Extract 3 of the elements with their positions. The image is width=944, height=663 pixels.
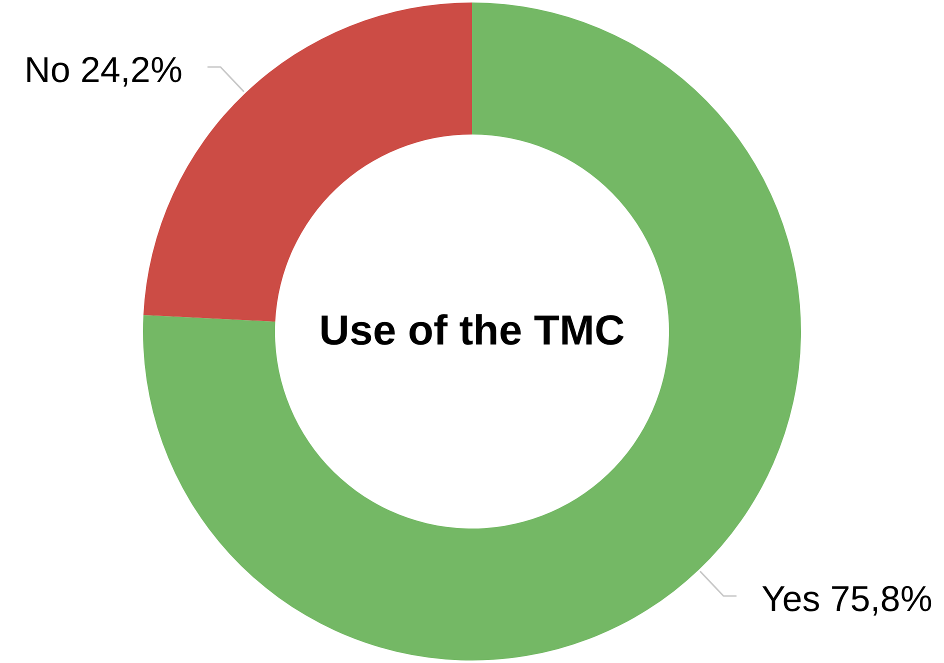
text: Use of the TMC — [319, 306, 625, 354]
slice-label: Yes 75,8% — [762, 578, 932, 619]
slice-label: No 24,2% — [24, 49, 182, 90]
